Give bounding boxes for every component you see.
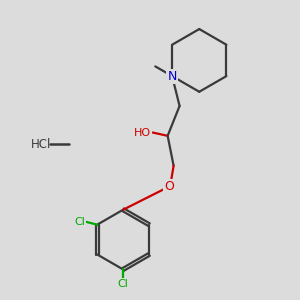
Text: Cl: Cl [74, 217, 85, 227]
Text: O: O [164, 180, 174, 193]
Text: Cl: Cl [118, 279, 129, 289]
Text: N: N [167, 70, 177, 83]
Text: HO: HO [134, 128, 151, 138]
Text: HCl: HCl [31, 137, 51, 151]
